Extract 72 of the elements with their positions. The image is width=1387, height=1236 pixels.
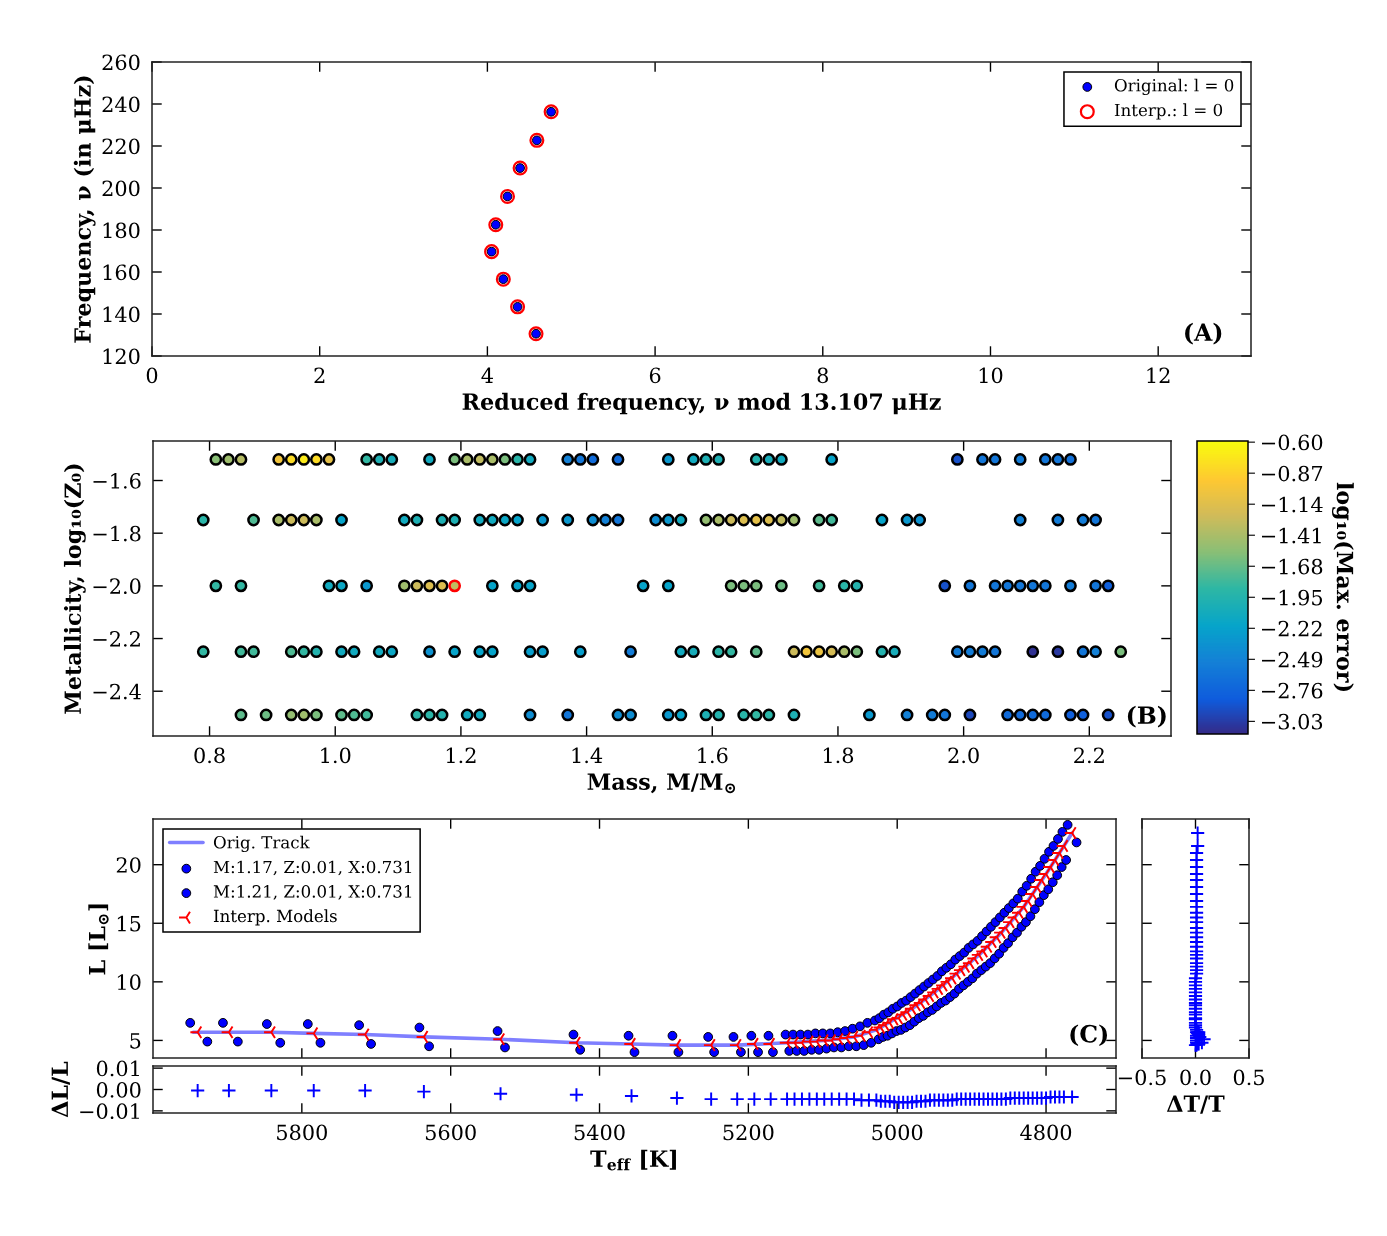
x-tick-label: 5800: [277, 1124, 327, 1141]
y-axis-title: ΔL/L: [51, 1061, 70, 1118]
y-tick-label: −2.0: [93, 578, 141, 595]
y-tick-label: 120: [103, 348, 140, 365]
x-tick-label: 1.0: [321, 747, 351, 764]
y-tick-label: 220: [102, 138, 140, 155]
x-tick-label: 4: [481, 367, 493, 383]
y-tick-label: 180: [103, 222, 140, 239]
x-axis-title: T$_{eff}$ [K]: [590, 1149, 676, 1171]
y-axis-title: Frequency, ν (in μHz): [73, 76, 96, 343]
x-tick-label: 5000: [872, 1124, 923, 1141]
x-tick-label: 2.0: [948, 747, 979, 764]
y-tick-label: 260: [102, 54, 140, 71]
y-tick-label: −2.4: [93, 683, 141, 700]
x-tick-label: 10: [979, 367, 1003, 384]
legend-label: M:1.21, Z:0.01, X:0.731: [213, 885, 412, 900]
annotation: (A): [1185, 322, 1222, 345]
x-tick-label: −0.5: [1118, 1069, 1166, 1086]
y-tick-label: 140: [103, 306, 140, 323]
color-bar-label: −2.49: [1262, 651, 1323, 668]
y-tick-label: −2.2: [93, 631, 140, 647]
y-tick-label: 200: [102, 180, 140, 197]
x-tick-label: 1.6: [698, 747, 728, 764]
y-tick-label: 0.01: [96, 1060, 139, 1077]
x-tick-label: 2: [314, 367, 325, 383]
y-tick-label: 240: [102, 96, 140, 113]
x-tick-label: 5200: [723, 1124, 774, 1141]
legend-label: Original: l = 0: [1114, 78, 1234, 96]
y-tick-label: 160: [103, 264, 140, 281]
y-tick-label: −1.6: [93, 472, 141, 489]
x-tick-label: 4800: [1020, 1124, 1072, 1141]
x-tick-label: 0.8: [194, 747, 225, 764]
y-tick-label: 0.00: [96, 1081, 141, 1098]
x-tick-label: 1.8: [823, 747, 854, 764]
annotation: (C): [1070, 1024, 1108, 1047]
color-bar-label: −1.95: [1262, 589, 1323, 606]
x-tick-label: 6: [649, 367, 661, 384]
x-axis-title: Reduced frequency, ν mod 13.107 μHz: [462, 392, 941, 415]
x-tick-label: 0: [146, 367, 158, 384]
y-axis-title: Metallicity, log₁₀(Z₀): [63, 464, 86, 714]
y-tick-label: 20: [116, 857, 141, 873]
y-tick-label: 5: [130, 1033, 141, 1049]
y-tick-label: 10: [117, 974, 141, 991]
x-tick-label: 2.2: [1074, 747, 1104, 764]
x-tick-label: 5600: [425, 1124, 476, 1141]
y-tick-label: −1.8: [93, 525, 141, 542]
legend-label: M:1.17, Z:0.01, X:0.731: [213, 860, 412, 876]
color-bar-label: −3.03: [1262, 713, 1323, 730]
x-axis-title: Mass, M/M$_{⊙}$: [587, 773, 736, 794]
color-bar-title: log₁₀(Max. error): [1331, 482, 1354, 691]
color-bar-label: −1.68: [1262, 558, 1323, 575]
legend-label: Interp. Models: [213, 909, 337, 926]
y-tick-label: 15: [117, 915, 141, 932]
y-axis-title: L [L$_{⊙}$]: [88, 904, 109, 975]
y-tick-label: −0.01: [80, 1103, 139, 1120]
color-bar-label: −2.22: [1262, 620, 1322, 637]
color-bar-label: −1.41: [1262, 527, 1321, 544]
x-tick-label: 5400: [574, 1124, 625, 1141]
x-tick-label: 1.2: [446, 747, 476, 764]
x-tick-label: 8: [817, 367, 829, 384]
legend-label: Orig. Track: [213, 835, 310, 853]
color-bar-label: −1.14: [1262, 496, 1323, 513]
legend-label: Interp.: l = 0: [1114, 103, 1223, 120]
annotation: (B): [1127, 705, 1166, 728]
x-tick-label: 1.4: [572, 747, 603, 764]
color-bar-label: −0.87: [1262, 465, 1323, 482]
x-tick-label: 0.0: [1180, 1069, 1211, 1086]
color-bar-label: −2.76: [1262, 682, 1323, 699]
x-tick-label: 12: [1147, 367, 1170, 383]
x-axis-title: ΔT/T: [1166, 1095, 1225, 1114]
x-tick-label: 0.5: [1233, 1069, 1264, 1086]
color-bar-label: −0.60: [1262, 434, 1323, 451]
